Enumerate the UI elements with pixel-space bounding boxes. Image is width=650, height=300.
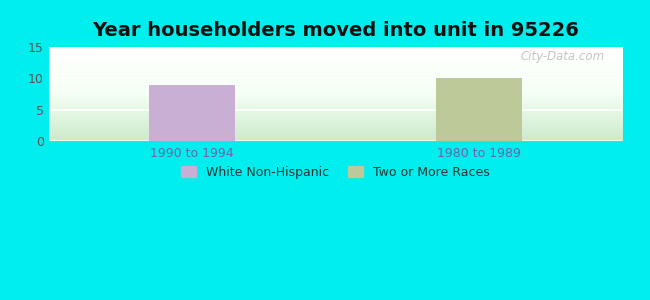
Text: City-Data.com: City-Data.com bbox=[521, 50, 604, 63]
Title: Year householders moved into unit in 95226: Year householders moved into unit in 952… bbox=[92, 21, 578, 40]
Bar bbox=[436, 79, 522, 141]
Bar bbox=[149, 85, 235, 141]
Legend: White Non-Hispanic, Two or More Races: White Non-Hispanic, Two or More Races bbox=[176, 161, 495, 184]
